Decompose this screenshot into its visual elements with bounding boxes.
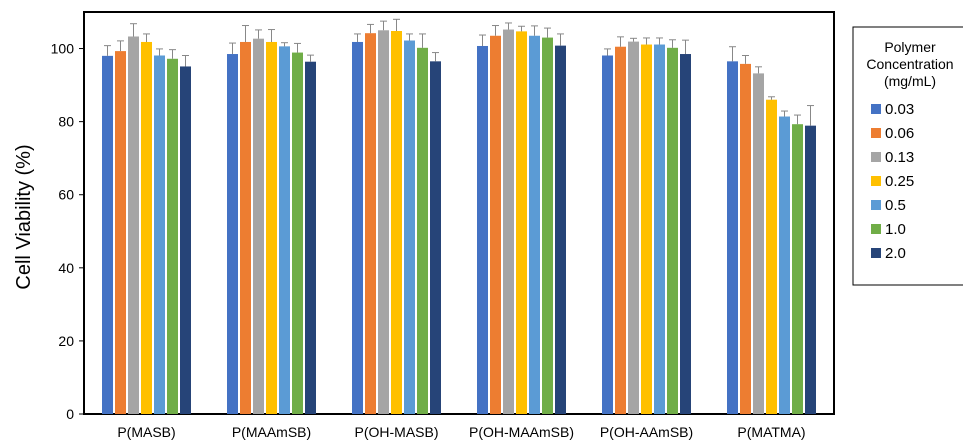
bar [378,30,389,414]
legend-entry: 0.03 [885,101,914,118]
bar [792,124,803,414]
legend-entry: 0.5 [885,197,906,214]
legend-title: Concentration [866,56,953,72]
y-tick-label: 60 [58,187,74,203]
legend-swatch [871,224,881,234]
bar [180,66,191,414]
bar [805,125,816,414]
bar [279,46,290,415]
bar [779,116,790,415]
legend-entry: 0.06 [885,125,914,142]
y-tick-label: 80 [58,114,74,130]
legend-entry: 1.0 [885,221,906,238]
bar [430,61,441,414]
legend-swatch [871,248,881,258]
bar [102,55,113,414]
plot-area: 0 20 40 60 80 100 P(MASB) P(MAAmSB) P(OH-MASB) P(… [51,11,835,440]
y-tick-label: 20 [58,333,74,349]
legend-swatch [871,176,881,186]
legend-entry: 0.13 [885,149,914,166]
x-tick-label: P(OH-MASB) [355,424,439,440]
bar [740,63,751,415]
legend-entry: 0.25 [885,173,914,190]
bar [602,55,613,415]
y-tick-label: 100 [51,41,75,57]
bar [753,73,764,414]
bar [477,45,488,414]
bar [727,61,738,414]
bar [654,44,665,415]
bar [417,47,428,414]
bar [352,41,363,414]
bar [266,41,277,414]
bar [490,35,501,414]
legend-swatch [871,200,881,210]
x-tick-label: P(MATMA) [737,424,805,440]
bar [615,46,626,415]
bar [628,41,639,415]
legend-title: (mg/mL) [884,73,936,89]
y-axis-title: Cell Viability (%) [13,144,35,289]
bar [154,55,165,415]
bar [555,45,566,414]
legend-title: Polymer [884,39,936,55]
bar [542,37,553,414]
legend-swatch [871,152,881,162]
legend-swatch [871,128,881,138]
bar [365,33,376,415]
bar [503,29,514,415]
bar [404,40,415,414]
bar [680,54,691,414]
bar [128,36,139,415]
bar [167,58,178,414]
bar [766,99,777,414]
bar [115,51,126,414]
y-tick-label: 0 [66,406,74,422]
bar [292,52,303,414]
y-tick-label: 40 [58,260,74,276]
bar [641,44,652,415]
bar [529,35,540,414]
bar [391,31,402,415]
x-tick-label: P(OH-MAAmSB) [469,424,574,440]
legend-entry: 2.0 [885,245,906,262]
bar [141,41,152,414]
x-tick-label: P(MAAmSB) [232,424,311,440]
bar [516,31,527,415]
bar [305,61,316,415]
x-tick-label: P(MASB) [117,424,175,440]
bar [227,54,238,414]
bar [240,41,251,414]
bar [667,47,678,414]
plot-frame [83,11,835,415]
legend-swatch [871,104,881,114]
x-tick-label: P(OH-AAmSB) [600,424,693,440]
bar [253,38,264,414]
